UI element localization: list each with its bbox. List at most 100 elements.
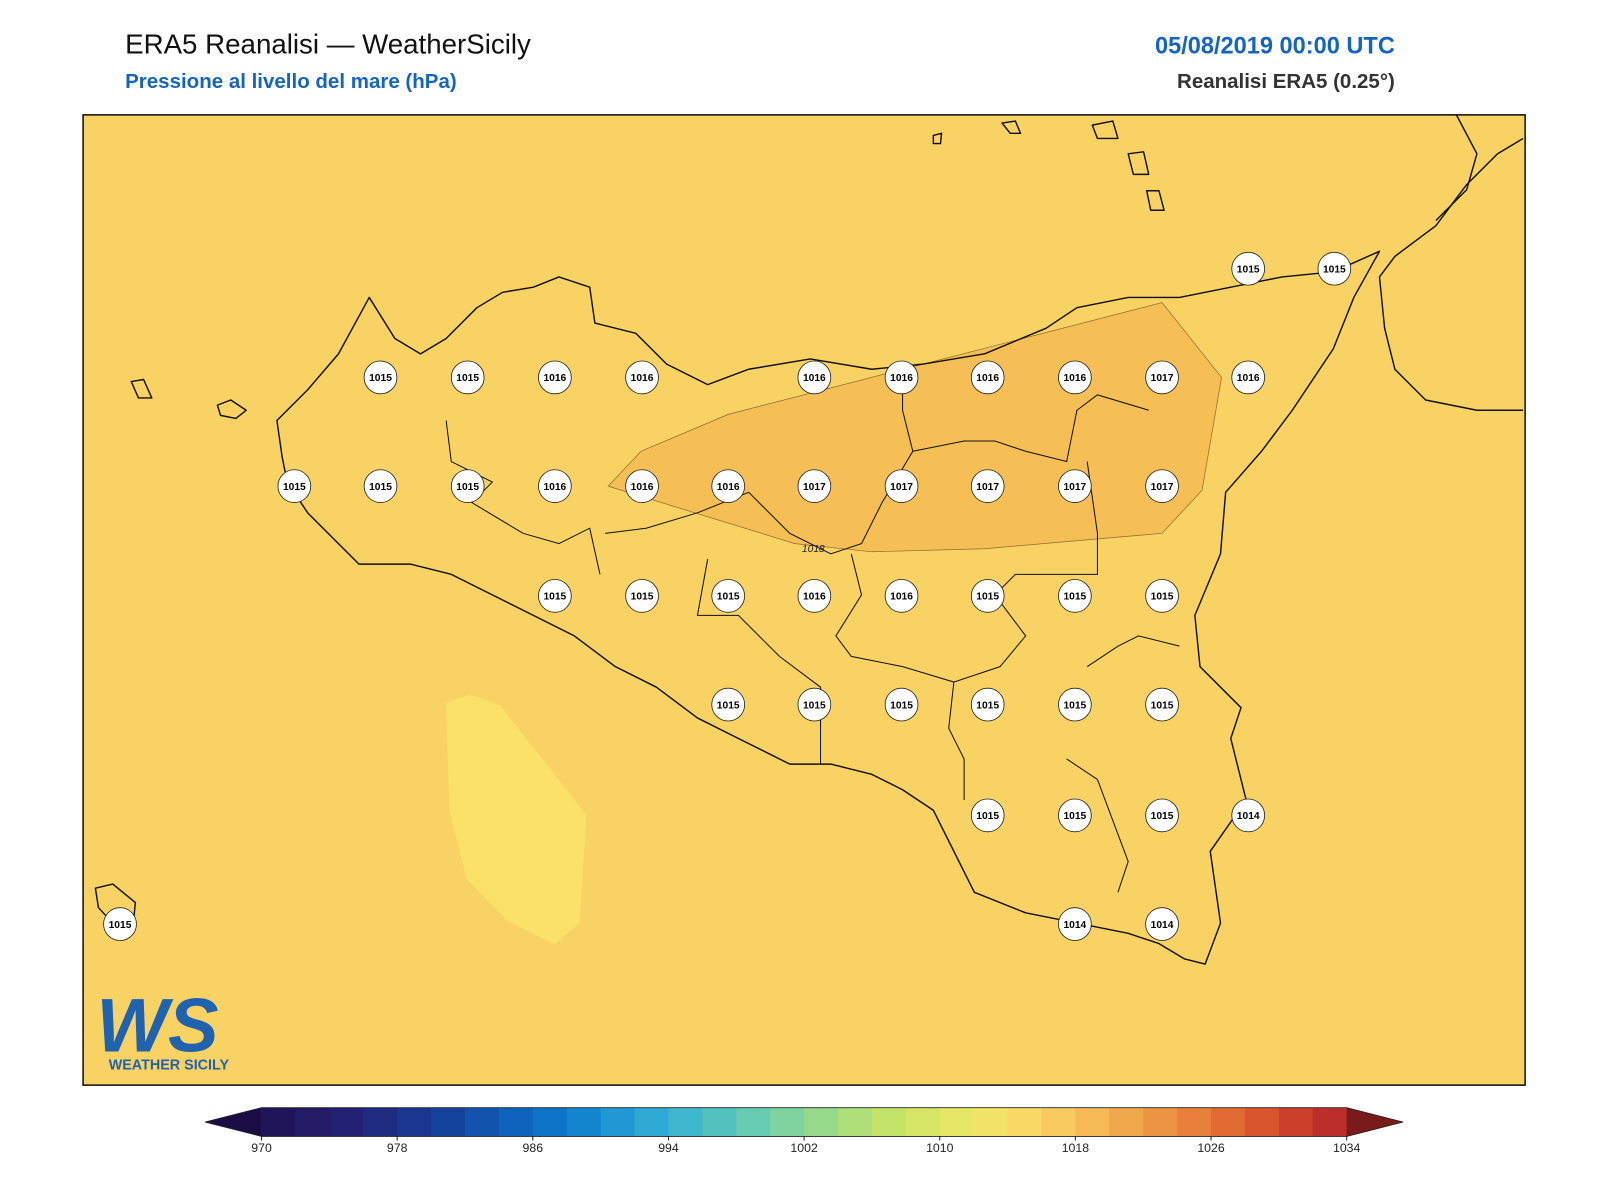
station-marker [538, 360, 572, 395]
station-marker [625, 469, 659, 503]
station-value: 1017 [1151, 482, 1174, 493]
colorbar-segment [1244, 1107, 1280, 1137]
colorbar-tick-label: 1034 [1333, 1141, 1361, 1155]
colorbar-segment [804, 1107, 839, 1137]
colorbar-segment [634, 1107, 669, 1137]
station-marker [1231, 251, 1266, 286]
station-marker [1317, 251, 1352, 286]
station-marker [538, 469, 572, 503]
station-marker [1231, 360, 1266, 395]
station-marker [711, 579, 746, 613]
colorbar-segment [1177, 1107, 1212, 1137]
station-value: 1015 [543, 592, 566, 603]
colorbar-tick-label: 970 [251, 1141, 272, 1155]
station-marker [1058, 360, 1092, 395]
station-value: 1015 [1151, 811, 1174, 822]
colorbar-segment [702, 1107, 737, 1137]
colorbar-tick-label: 1026 [1197, 1141, 1225, 1155]
station-value: 1015 [976, 592, 999, 603]
station-value: 1015 [283, 482, 306, 493]
colorbar-segment [905, 1107, 941, 1137]
station-marker [970, 687, 1005, 722]
station-value: 1016 [631, 482, 654, 493]
source: Reanalisi ERA5 (0.25°) [1177, 70, 1395, 93]
colorbar-segment [1143, 1107, 1178, 1137]
station-value: 1015 [1151, 700, 1174, 711]
station-marker [884, 469, 919, 503]
station-value: 1015 [456, 373, 479, 384]
station-value: 1015 [717, 592, 740, 603]
station-value: 1016 [890, 373, 913, 384]
station-marker [1058, 907, 1092, 941]
colorbar-tick-label: 1010 [926, 1141, 954, 1155]
station-value: 1016 [543, 373, 566, 384]
colorbar-tick-label: 986 [523, 1141, 544, 1155]
colorbar-segment [871, 1107, 907, 1137]
colorbar-segment [1109, 1107, 1144, 1137]
station-marker [970, 360, 1005, 395]
colorbar-segment [431, 1107, 466, 1137]
station-marker [625, 579, 659, 613]
title: ERA5 Reanalisi — WeatherSicily [125, 28, 531, 59]
colorbar-segment [770, 1107, 805, 1137]
station-value: 1015 [890, 700, 913, 711]
station-marker [1145, 360, 1179, 395]
colorbar-segment [397, 1107, 432, 1137]
station-marker [884, 579, 919, 613]
station-value: 1014 [1151, 920, 1174, 931]
station-marker [1231, 798, 1266, 833]
colorbar-segment [838, 1107, 873, 1137]
station-value: 1015 [1063, 592, 1086, 603]
colorbar-tick-label: 1002 [790, 1141, 818, 1155]
station-value: 1016 [1237, 373, 1260, 384]
station-marker [1145, 469, 1179, 503]
station-value: 1015 [717, 700, 740, 711]
station-value: 1015 [1323, 264, 1346, 275]
colorbar-segment [498, 1107, 534, 1137]
station-marker [625, 360, 659, 395]
colorbar-segment [1075, 1107, 1110, 1137]
colorbar-segment [465, 1107, 500, 1137]
colorbar-segment [1007, 1107, 1042, 1137]
logo: WS WEATHER SICILY [96, 983, 229, 1073]
low-area [446, 694, 587, 945]
station-marker [970, 579, 1005, 613]
station-value: 1017 [890, 482, 913, 493]
colorbar-segment [1278, 1107, 1314, 1137]
station-marker [1145, 687, 1179, 722]
colorbar-segment [566, 1107, 602, 1137]
station-marker [1058, 469, 1092, 503]
calabria-coast [1435, 114, 1478, 222]
logo-text: WEATHER SICILY [109, 1058, 230, 1074]
station-marker [1058, 579, 1092, 613]
station-value: 1015 [976, 811, 999, 822]
colorbar-under [205, 1107, 262, 1137]
station-value: 1014 [1237, 811, 1260, 822]
station-value: 1015 [1151, 592, 1174, 603]
station-marker [797, 469, 832, 503]
colorbar-segment [600, 1107, 636, 1137]
station-marker [1145, 798, 1179, 833]
colorbar-segment [261, 1107, 296, 1137]
colorbar-segment [973, 1107, 1009, 1137]
colorbar-tick-label: 978 [387, 1141, 408, 1155]
station-value: 1016 [631, 373, 654, 384]
logo-mark: WS [96, 983, 218, 1068]
station-value: 1015 [1063, 700, 1086, 711]
station-value: 1015 [976, 700, 999, 711]
contour-label: 1018 [802, 544, 825, 555]
colorbar-over [1346, 1107, 1404, 1137]
colorbar-segment [1041, 1107, 1076, 1137]
islands [130, 120, 1165, 420]
colorbar-segment [1312, 1107, 1348, 1137]
province-borders [445, 389, 1180, 893]
date: 05/08/2019 00:00 UTC [1155, 32, 1395, 58]
station-value: 1017 [1151, 373, 1174, 384]
colorbar-segment [668, 1107, 703, 1137]
station-value: 1016 [976, 373, 999, 384]
station-marker [884, 687, 919, 722]
station-value: 1015 [803, 700, 826, 711]
station-marker [970, 469, 1005, 503]
station-value: 1017 [976, 482, 999, 493]
